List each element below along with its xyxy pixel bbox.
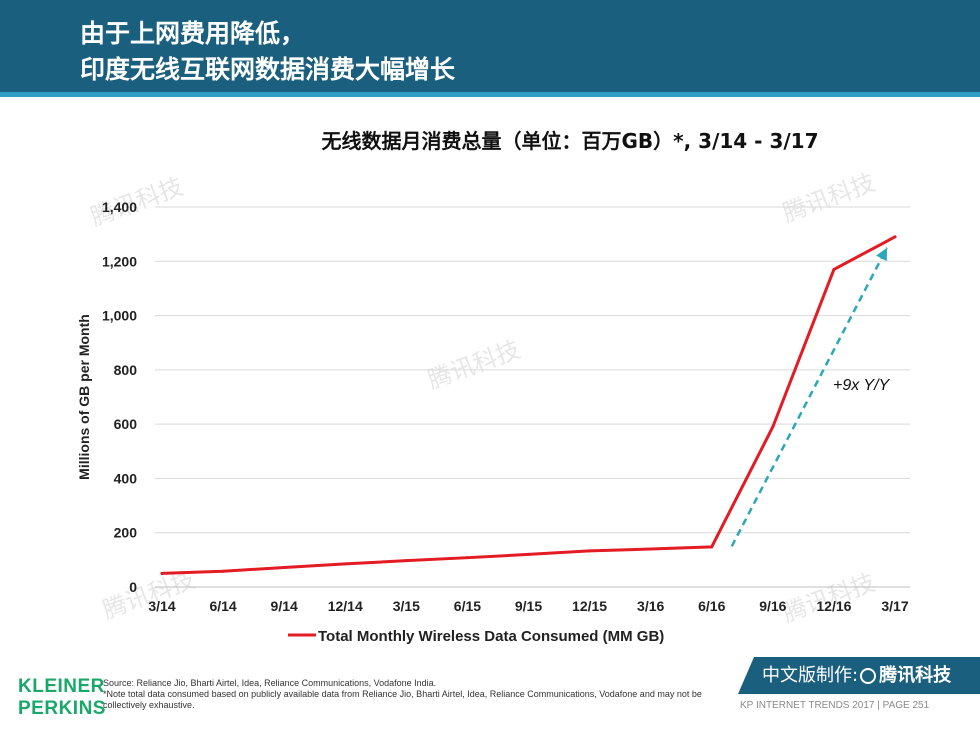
growth-arrow-head xyxy=(876,247,887,262)
footer-notes: Source: Reliance Jio, Bharti Airtel, Ide… xyxy=(103,678,743,711)
legend-label: Total Monthly Wireless Data Consumed (MM… xyxy=(318,628,664,645)
x-tick-label: 12/16 xyxy=(816,598,851,614)
header-bar: 由于上网费用降低， 印度无线互联网数据消费大幅增长 xyxy=(0,0,980,92)
y-tick-label: 200 xyxy=(114,525,138,541)
y-tick-label: 1,200 xyxy=(102,253,137,269)
x-tick-label: 6/16 xyxy=(698,598,725,614)
data-note: *Note total data consumed based on publi… xyxy=(103,689,702,710)
header-accent-stripe xyxy=(0,92,980,97)
badge-prefix: 中文版制作: xyxy=(762,665,859,686)
x-tick-label: 6/15 xyxy=(454,598,481,614)
data-point xyxy=(404,559,408,563)
chart-title: 无线数据月消费总量（单位：百万GB）*, 3/14 - 3/17 xyxy=(321,129,819,153)
badge-brand: 腾讯科技 xyxy=(879,665,952,686)
source-note: Source: Reliance Jio, Bharti Airtel, Ide… xyxy=(103,678,437,688)
data-point xyxy=(282,565,286,569)
header-title-line-2: 印度无线互联网数据消费大幅增长 xyxy=(80,55,456,84)
data-point xyxy=(649,547,653,551)
x-tick-label: 12/15 xyxy=(572,598,607,614)
data-point xyxy=(771,425,775,429)
x-tick-label: 3/17 xyxy=(881,598,908,614)
y-tick-label: 1,000 xyxy=(102,308,137,324)
x-tick-label: 12/14 xyxy=(328,598,363,614)
data-point xyxy=(893,235,897,239)
x-tick-label: 6/14 xyxy=(209,598,236,614)
growth-annotation: +9x Y/Y xyxy=(833,377,891,394)
x-tick-label: 9/15 xyxy=(515,598,542,614)
data-point xyxy=(710,545,714,549)
tencent-badge: 中文版制作: 腾讯科技 xyxy=(738,657,980,694)
data-point xyxy=(160,571,164,575)
page-footer: KP INTERNET TRENDS 2017 | PAGE 251 xyxy=(740,700,930,711)
x-tick-label: 9/14 xyxy=(271,598,298,614)
data-point xyxy=(527,552,530,556)
y-tick-label: 0 xyxy=(129,579,137,595)
growth-arrow xyxy=(730,247,889,547)
y-axis-label: Millions of GB per Month xyxy=(76,314,92,480)
y-tick-label: 600 xyxy=(114,416,138,432)
x-tick-label: 3/16 xyxy=(637,598,664,614)
data-point xyxy=(221,569,225,573)
data-point xyxy=(343,562,347,566)
logo-line-2: PERKINS xyxy=(18,698,106,719)
kleiner-perkins-logo: KLEINER PERKINS xyxy=(18,676,106,720)
x-tick-label: 3/14 xyxy=(148,598,175,614)
logo-line-1: KLEINER xyxy=(18,676,105,697)
header-title-line-1: 由于上网费用降低， xyxy=(80,19,306,48)
x-tick-label: 9/16 xyxy=(759,598,786,614)
data-point xyxy=(465,556,469,560)
data-point xyxy=(588,549,592,553)
y-tick-label: 1,400 xyxy=(102,199,137,215)
x-tick-label: 3/15 xyxy=(393,598,420,614)
tencent-logo-icon xyxy=(860,668,877,684)
y-tick-label: 800 xyxy=(114,362,138,378)
line-chart: 0 200 400 600 800 1,000 1,200 1,400 3/14 6/14 9/14… xyxy=(76,199,910,645)
y-tick-label: 400 xyxy=(114,470,138,486)
data-point xyxy=(832,267,836,271)
series-line xyxy=(160,235,897,575)
